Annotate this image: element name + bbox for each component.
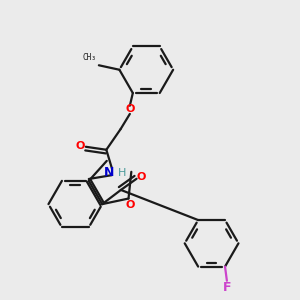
Text: O: O	[76, 141, 85, 151]
Text: CH₃: CH₃	[82, 53, 96, 62]
Text: O: O	[126, 200, 135, 210]
Text: H: H	[118, 168, 127, 178]
Text: O: O	[125, 104, 134, 114]
Text: O: O	[137, 172, 146, 182]
Text: F: F	[223, 280, 231, 294]
Text: N: N	[104, 167, 114, 179]
